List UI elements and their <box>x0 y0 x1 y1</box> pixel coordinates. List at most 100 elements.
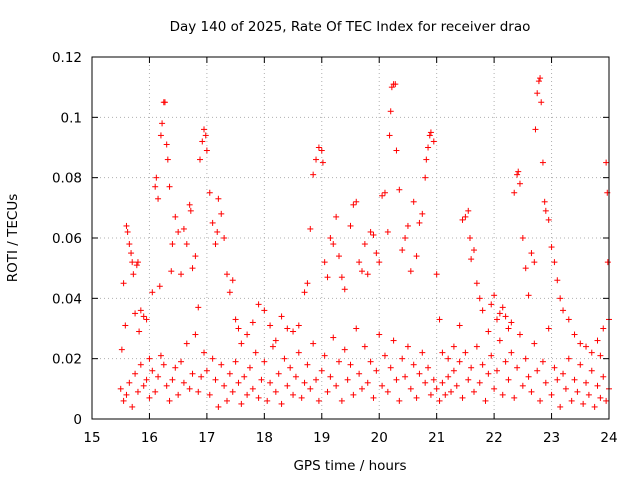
data-point <box>209 355 216 362</box>
x-tick-label: 19 <box>313 430 330 446</box>
data-point <box>267 322 274 329</box>
data-point <box>597 394 604 401</box>
data-point <box>560 370 567 377</box>
data-point <box>519 235 526 241</box>
data-point <box>387 108 394 115</box>
data-point <box>318 147 325 154</box>
data-point <box>442 391 449 398</box>
data-point <box>603 397 610 404</box>
data-point <box>175 228 182 235</box>
data-point <box>157 352 164 359</box>
data-point <box>336 358 343 365</box>
data-point <box>514 364 521 371</box>
data-point <box>402 373 409 380</box>
x-tick-label: 22 <box>486 430 503 446</box>
data-point <box>140 382 147 389</box>
data-point <box>215 403 222 410</box>
data-point <box>123 391 130 398</box>
data-point <box>473 343 480 350</box>
data-point <box>580 400 587 407</box>
data-point <box>214 228 221 235</box>
data-point <box>164 156 171 163</box>
data-point <box>318 367 325 374</box>
data-point <box>588 367 595 374</box>
data-point <box>117 385 124 392</box>
data-point <box>161 99 168 106</box>
y-tick-label: 0 <box>73 412 82 428</box>
data-point <box>315 144 322 151</box>
data-point <box>535 78 542 85</box>
data-point <box>301 289 308 296</box>
data-point <box>456 322 463 329</box>
data-point <box>423 156 430 163</box>
data-point <box>532 126 539 133</box>
data-point <box>226 370 233 377</box>
data-point <box>189 370 196 377</box>
data-point <box>531 259 538 266</box>
data-point <box>261 307 268 314</box>
data-point <box>491 385 498 392</box>
data-point <box>588 349 595 356</box>
data-point <box>502 358 509 365</box>
data-point <box>304 361 311 368</box>
data-point <box>551 364 558 371</box>
y-tick-label: 0.08 <box>52 171 82 187</box>
data-point <box>416 370 423 377</box>
data-point <box>192 253 199 260</box>
data-point <box>186 385 193 392</box>
data-point <box>522 265 529 272</box>
data-point <box>511 394 518 401</box>
data-point <box>465 207 472 214</box>
data-point <box>468 364 475 371</box>
data-point <box>430 138 437 145</box>
data-point <box>324 274 331 281</box>
data-point <box>585 391 592 398</box>
data-point <box>133 262 140 269</box>
data-point <box>594 382 601 389</box>
data-point <box>502 313 509 320</box>
data-point <box>551 259 558 266</box>
data-point <box>568 397 575 404</box>
data-point <box>468 256 475 263</box>
data-point <box>485 328 492 335</box>
data-point <box>153 174 160 181</box>
data-point <box>275 370 282 377</box>
data-point <box>499 304 506 311</box>
data-point <box>459 216 466 223</box>
data-point <box>485 370 492 377</box>
data-point <box>124 228 131 235</box>
data-point <box>515 168 522 175</box>
data-point <box>496 310 503 317</box>
data-point <box>407 268 414 275</box>
data-point <box>603 159 610 166</box>
data-point <box>493 367 500 374</box>
data-point <box>514 171 521 178</box>
data-point <box>338 274 345 281</box>
data-point <box>196 156 203 163</box>
data-point <box>132 370 139 377</box>
data-point <box>528 388 535 395</box>
data-point <box>373 250 380 257</box>
data-point <box>525 292 532 299</box>
data-point <box>390 337 397 344</box>
data-point <box>505 376 512 383</box>
data-point <box>341 346 348 353</box>
data-point <box>571 331 578 338</box>
data-point <box>479 361 486 368</box>
data-points <box>117 75 612 410</box>
data-point <box>597 352 604 359</box>
data-point <box>538 99 545 106</box>
data-point <box>528 250 535 257</box>
data-point <box>448 388 455 395</box>
data-point <box>471 247 478 254</box>
data-point <box>539 159 546 166</box>
data-point <box>238 400 245 407</box>
data-point <box>361 343 368 350</box>
data-point <box>522 355 529 362</box>
data-point <box>186 201 193 208</box>
data-point <box>413 394 420 401</box>
data-point <box>183 340 190 347</box>
data-point <box>370 231 377 238</box>
data-point <box>126 241 133 248</box>
